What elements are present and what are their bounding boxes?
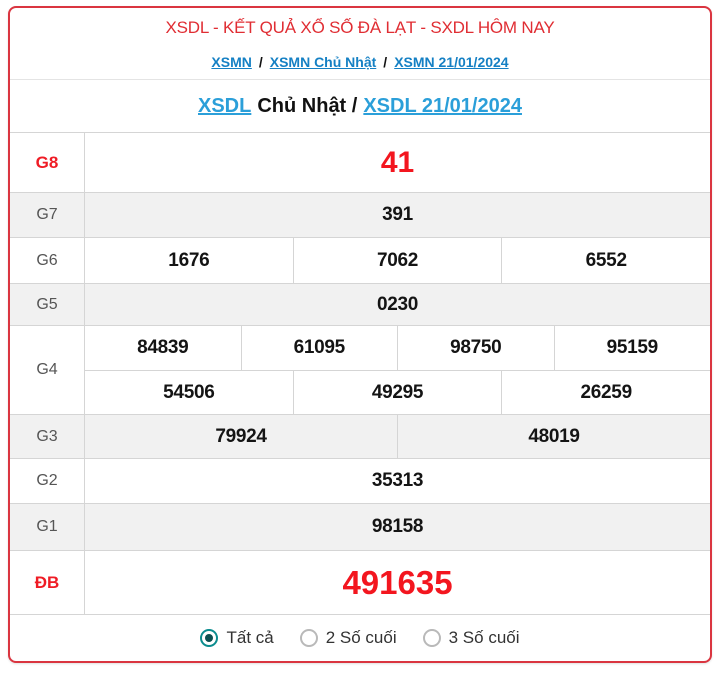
results-table: G8 41 G7 391 G6 1676 7062 6552 G5 0230 — [10, 132, 710, 615]
table-row-g5: G5 0230 — [10, 284, 710, 326]
prize-label-g3: G3 — [10, 415, 85, 458]
breadcrumb-separator: / — [383, 53, 388, 70]
radio-selected-icon[interactable] — [200, 629, 219, 647]
table-row-g8: G8 41 — [10, 133, 710, 193]
radio-unselected-icon[interactable] — [299, 629, 318, 647]
prize-value: 0230 — [376, 293, 419, 315]
prize-value: 49295 — [292, 371, 502, 414]
table-row-g1: G1 98158 — [10, 504, 710, 551]
prize-label-db: ĐB — [10, 551, 85, 614]
lottery-result-card: XSDL - KẾT QUẢ XỔ SỐ ĐÀ LẠT - SXDL HÔM N… — [8, 6, 712, 663]
table-row-db: ĐB 491635 — [10, 551, 710, 615]
prize-value: 35313 — [371, 470, 424, 491]
table-row-g4: G4 84839 61095 98750 95159 54506 49295 2… — [10, 326, 710, 415]
prize-label-g7: G7 — [10, 193, 85, 237]
prize-value: 26259 — [501, 371, 710, 414]
heading-link-xsdl-date[interactable]: XSDL 21/01/2024 — [363, 94, 522, 117]
prize-value: 7062 — [292, 238, 502, 283]
prize-value: 79924 — [215, 425, 267, 447]
heading-middle-text: Chủ Nhật / — [257, 94, 358, 117]
prize-value: 391 — [382, 204, 413, 225]
prize-value: 48019 — [397, 415, 710, 458]
prize-value: 41 — [380, 145, 415, 179]
radio-label: 2 Số cuối — [325, 628, 397, 647]
radio-label: 3 Số cuối — [448, 628, 520, 647]
prize-label-g2: G2 — [10, 459, 85, 503]
prize-label-g4: G4 — [10, 326, 85, 414]
radio-option-last2[interactable]: 2 Số cuối — [299, 628, 397, 648]
prize-value: 6552 — [501, 238, 710, 283]
prize-value: 61095 — [240, 326, 398, 370]
prize-label-g5: G5 — [10, 284, 85, 325]
radio-option-all[interactable]: Tất cả — [200, 628, 274, 648]
prize-label-g8: G8 — [10, 133, 85, 192]
prize-value: 95159 — [553, 326, 711, 370]
result-heading: XSDL Chủ Nhật / XSDL 21/01/2024 — [10, 80, 710, 132]
prize-label-g1: G1 — [10, 504, 85, 550]
display-mode-options: Tất cả 2 Số cuối 3 Số cuối — [10, 615, 710, 661]
table-row-g7: G7 391 — [10, 193, 710, 238]
table-row-g2: G2 35313 — [10, 459, 710, 504]
prize-value: 1676 — [168, 249, 210, 271]
page-title: XSDL - KẾT QUẢ XỔ SỐ ĐÀ LẠT - SXDL HÔM N… — [165, 18, 555, 37]
radio-label: Tất cả — [226, 628, 274, 647]
prize-value-jackpot: 491635 — [342, 563, 453, 601]
breadcrumb-separator: / — [258, 53, 263, 70]
prize-value: 84839 — [137, 337, 189, 358]
table-row-g6: G6 1676 7062 6552 — [10, 238, 710, 284]
prize-value: 98750 — [397, 326, 554, 370]
prize-value: 54506 — [163, 381, 215, 403]
radio-unselected-icon[interactable] — [422, 629, 441, 647]
breadcrumb-link-xsmn-chu-nhat[interactable]: XSMN Chủ Nhật — [269, 53, 377, 70]
breadcrumb-link-xsmn-date[interactable]: XSMN 21/01/2024 — [394, 53, 509, 70]
breadcrumb-link-xsmn[interactable]: XSMN — [211, 53, 252, 70]
prize-label-g6: G6 — [10, 238, 85, 283]
breadcrumb: XSMN / XSMN Chủ Nhật / XSMN 21/01/2024 — [10, 48, 710, 80]
prize-value: 98158 — [371, 516, 424, 537]
radio-option-last3[interactable]: 3 Số cuối — [422, 628, 520, 648]
table-row-g3: G3 79924 48019 — [10, 415, 710, 459]
heading-link-xsdl[interactable]: XSDL — [198, 94, 252, 117]
